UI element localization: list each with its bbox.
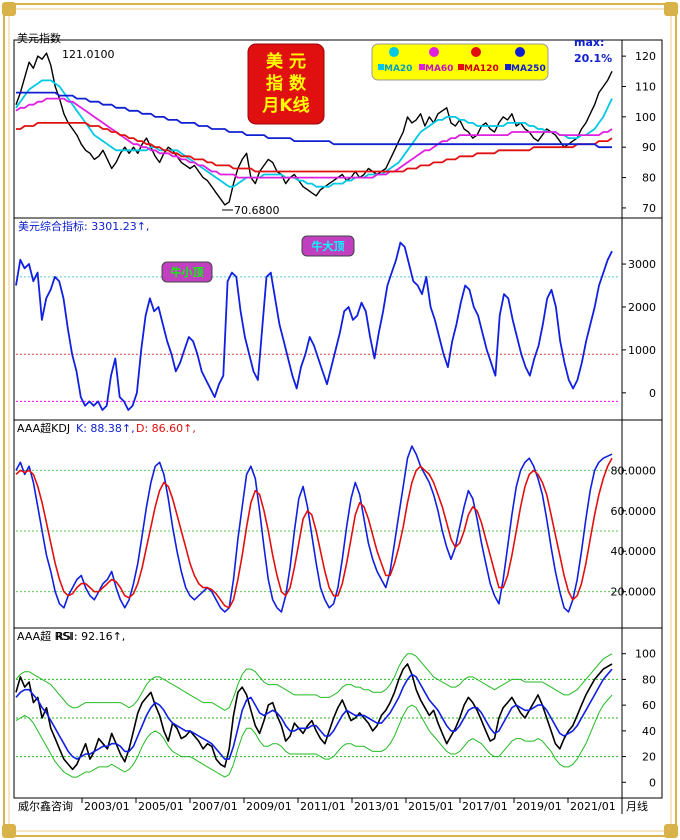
legend-ma60-dot-icon: [429, 47, 439, 57]
kdj-d-readout: D: 86.60↑,: [136, 422, 196, 435]
series-line-band_low: [15, 694, 613, 778]
y-tick-label: 3000: [628, 258, 656, 271]
series-line-price: [15, 52, 613, 206]
y-tick-label: 20: [642, 751, 656, 764]
y-tick-label: 2000: [628, 301, 656, 314]
label-bull-big-top: 牛大顶: [301, 235, 355, 257]
title-box: 美 元 指 数 月K线: [247, 43, 325, 125]
y-tick-label: 1000: [628, 344, 656, 357]
title-line-3: 月K线: [261, 95, 309, 116]
y-tick-label: 40: [642, 725, 656, 738]
series-line-rsi_fast: [15, 668, 613, 760]
y-tick-label: 0: [649, 387, 656, 400]
legend-ma250-label: MA250: [511, 64, 546, 74]
legend: MA20 MA60 MA120 MA250: [371, 43, 549, 81]
x-tick-label: 2005/01: [138, 800, 184, 813]
panel1-title: 美元指数: [17, 31, 61, 45]
legend-ma250-dot-icon: [515, 47, 525, 57]
x-tick-label: 2015/01: [408, 800, 454, 813]
panel-borders: [13, 39, 663, 814]
x-tick-label: 2011/01: [300, 800, 346, 813]
svg-text:牛小顶: 牛小顶: [171, 265, 204, 279]
x-axis-end-label: 月线: [626, 799, 648, 813]
x-tick-label: 2013/01: [354, 800, 400, 813]
x-tick-label: 2009/01: [246, 800, 292, 813]
annotation-low: 70.6800: [234, 204, 280, 217]
y-tick-label: 20.0000: [611, 586, 657, 599]
y-tick-label: 80.0000: [611, 464, 657, 477]
y-tick-label: 0: [649, 776, 656, 789]
kdj-k-readout: K: 88.38↑,: [76, 422, 135, 435]
y-tick-label: 110: [635, 81, 656, 94]
series-line-ma250: [16, 91, 612, 149]
max-value: 20.1%: [574, 52, 612, 65]
x-tick-label: 2021/01: [570, 800, 616, 813]
y-tick-label: 120: [635, 50, 656, 63]
y-tick-label: 60.0000: [611, 505, 657, 518]
y-tick-label: 80: [642, 673, 656, 686]
annotation-high: 121.0100: [62, 48, 115, 61]
svg-text:牛大顶: 牛大顶: [312, 239, 345, 253]
frame-border: [3, 3, 677, 837]
x-tick-label: 2019/01: [516, 800, 562, 813]
series-line-ma20: [15, 79, 613, 188]
legend-ma120-label: MA120: [464, 64, 499, 74]
series-line-band_up: [15, 653, 613, 711]
max-label: max:: [574, 36, 604, 49]
axis-ticks: 708090100110120010002000300020.000040.00…: [81, 50, 657, 813]
legend-ma20-dot-icon: [389, 47, 399, 57]
legend-ma120-dot-icon: [471, 47, 481, 57]
y-tick-label: 70: [642, 202, 656, 215]
rsi-bands: [15, 653, 613, 778]
series-line-ma120: [16, 122, 613, 173]
series-line-d: [15, 457, 613, 609]
footer-brand: 威尔鑫咨询: [18, 799, 73, 813]
series-lines: [15, 52, 613, 771]
panel4-title: AAA超 RSI: [17, 629, 73, 643]
y-tick-label: 90: [642, 141, 656, 154]
reference-lines: [16, 276, 618, 758]
x-tick-label: 2003/01: [84, 800, 130, 813]
panel3-title: AAA超KDJ: [17, 421, 70, 435]
title-line-2: 指 数: [266, 73, 307, 94]
series-line-k: [15, 445, 613, 613]
label-bull-small-top: 牛小顶: [161, 261, 213, 283]
y-tick-label: 100: [635, 648, 656, 661]
x-tick-label: 2017/01: [462, 800, 508, 813]
y-tick-label: 100: [635, 111, 656, 124]
y-tick-label: 40.0000: [611, 545, 657, 558]
title-line-1: 美 元: [266, 51, 306, 72]
rsi-readout: RSI: 92.16↑,: [56, 630, 125, 643]
y-tick-label: 80: [642, 172, 656, 185]
series-line-k: [15, 241, 613, 411]
y-tick-label: 60: [642, 699, 656, 712]
legend-ma60-label: MA60: [425, 64, 453, 74]
legend-ma20-label: MA20: [384, 64, 412, 74]
panel2-readout: 美元综合指标: 3301.23↑,: [18, 219, 149, 233]
x-tick-label: 2007/01: [192, 800, 238, 813]
